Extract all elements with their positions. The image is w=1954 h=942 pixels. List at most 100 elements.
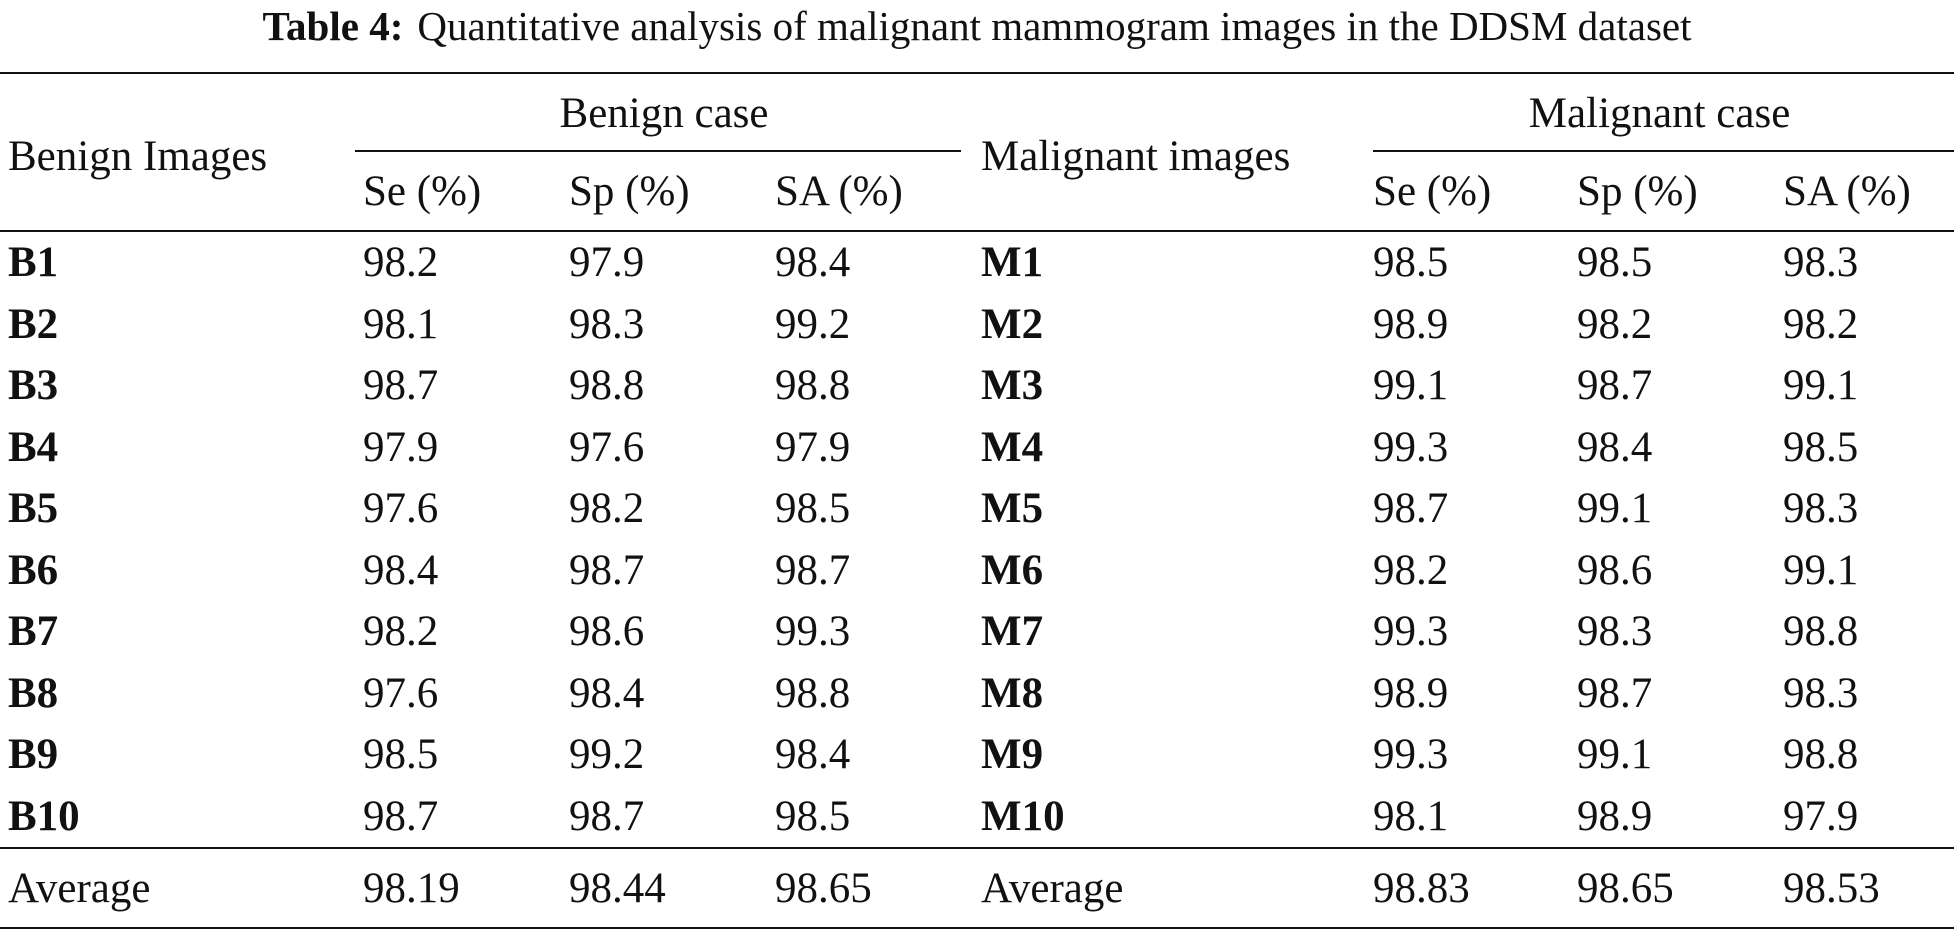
- benign-sa: 99.2: [775, 300, 851, 348]
- benign-sp: 98.7: [569, 546, 645, 594]
- benign-sp: 97.9: [561, 230, 767, 294]
- header-malignant-case: Malignant case: [1365, 72, 1954, 152]
- table-row: B10 98.7 98.7 98.5 M10 98.1 98.9 97.9: [0, 786, 1954, 849]
- malignant-sp: 98.7: [1577, 669, 1653, 717]
- benign-sp: 98.4: [569, 669, 645, 717]
- malignant-image-id: M6: [981, 546, 1044, 594]
- benign-image-id: B1: [0, 230, 355, 294]
- malignant-se: 98.1: [1373, 792, 1449, 840]
- malignant-image-id: M1: [973, 230, 1366, 294]
- benign-image-id: B4: [8, 423, 59, 471]
- average-row: Average 98.19 98.44 98.65 Average 98.83 98.65 9…: [0, 847, 1954, 929]
- average-malignant-se: 98.83: [1365, 847, 1570, 929]
- header-benign-se: Se (%): [363, 167, 482, 215]
- benign-se: 97.9: [363, 423, 439, 471]
- benign-image-id: B8: [8, 669, 59, 717]
- header-benign-sp: Sp (%): [569, 167, 690, 215]
- benign-sp: 98.3: [569, 300, 645, 348]
- malignant-sp: 98.9: [1577, 792, 1653, 840]
- malignant-sa: 98.8: [1783, 731, 1859, 779]
- header-benign-sa: SA (%): [775, 167, 903, 215]
- malignant-image-id: M3: [981, 362, 1044, 410]
- benign-sp: 99.2: [569, 731, 645, 779]
- caption-label: Table 4:: [262, 3, 404, 49]
- malignant-sa: 99.1: [1783, 362, 1859, 410]
- benign-se: 98.2: [355, 230, 561, 294]
- malignant-se: 98.9: [1373, 669, 1449, 717]
- benign-se: 98.1: [363, 300, 439, 348]
- benign-sa: 98.5: [775, 485, 851, 533]
- table-row: B2 98.1 98.3 99.2 M2 98.9 98.2 98.2: [0, 294, 1954, 356]
- table-row: B8 97.6 98.4 98.8 M8 98.9 98.7 98.3: [0, 663, 1954, 725]
- benign-sp: 98.8: [569, 362, 645, 410]
- malignant-sp: 98.5: [1569, 230, 1776, 294]
- benign-image-id: B5: [8, 485, 59, 533]
- benign-se: 98.4: [363, 546, 439, 594]
- benign-se: 98.2: [363, 608, 439, 656]
- malignant-image-id: M2: [981, 300, 1044, 348]
- table-caption: Table 4: Quantitative analysis of maligna…: [0, 0, 1954, 62]
- header-benign-images: Benign Images: [0, 72, 355, 231]
- header-malignant-se: Se (%): [1373, 167, 1492, 215]
- benign-sa: 98.4: [775, 731, 851, 779]
- malignant-image-id: M8: [981, 669, 1044, 717]
- benign-sa: 98.5: [775, 792, 851, 840]
- table-row: B4 97.9 97.6 97.9 M4 99.3 98.4 98.5: [0, 417, 1954, 479]
- malignant-sa: 98.8: [1783, 608, 1859, 656]
- malignant-se: 98.2: [1373, 546, 1449, 594]
- caption-text: Quantitative analysis of malignant mammo…: [417, 3, 1692, 49]
- table-row: B7 98.2 98.6 99.3 M7 99.3 98.3 98.8: [0, 601, 1954, 663]
- malignant-se: 99.1: [1373, 362, 1449, 410]
- benign-sa: 99.3: [775, 608, 851, 656]
- benign-se: 97.6: [363, 485, 439, 533]
- benign-sp: 97.6: [569, 423, 645, 471]
- benign-image-id: B2: [8, 300, 59, 348]
- malignant-se: 99.3: [1373, 423, 1449, 471]
- malignant-sa: 98.3: [1775, 230, 1954, 294]
- benign-se: 98.7: [363, 362, 439, 410]
- header-malignant-sp: Sp (%): [1577, 167, 1698, 215]
- malignant-sa: 99.1: [1783, 546, 1859, 594]
- average-label-benign: Average: [0, 847, 355, 929]
- benign-sa: 98.7: [775, 546, 851, 594]
- benign-se: 97.6: [363, 669, 439, 717]
- header-malignant-sa: SA (%): [1783, 167, 1911, 215]
- malignant-image-id: M5: [981, 485, 1044, 533]
- benign-se: 98.5: [363, 731, 439, 779]
- malignant-image-id: M4: [981, 423, 1044, 471]
- malignant-sa: 98.3: [1783, 485, 1859, 533]
- benign-case-rule: [355, 150, 962, 152]
- average-benign-se: 98.19: [355, 847, 561, 929]
- table-row: B9 98.5 99.2 98.4 M9 99.3 99.1 98.8: [0, 724, 1954, 786]
- malignant-sp: 99.1: [1577, 485, 1653, 533]
- malignant-sa: 98.5: [1783, 423, 1859, 471]
- table-row: B5 97.6 98.2 98.5 M5 98.7 99.1 98.3: [0, 478, 1954, 540]
- malignant-se: 98.5: [1365, 230, 1570, 294]
- malignant-se: 99.3: [1373, 731, 1449, 779]
- average-benign-sa: 98.65: [767, 847, 974, 929]
- header-malignant-case-label: Malignant case: [1528, 89, 1791, 137]
- header-malignant-images: Malignant images: [973, 72, 1366, 231]
- malignant-sp: 98.4: [1577, 423, 1653, 471]
- malignant-sp: 98.2: [1577, 300, 1653, 348]
- table-row: B3 98.7 98.8 98.8 M3 99.1 98.7 99.1: [0, 355, 1954, 417]
- results-table: Benign Images Benign case Malignant imag…: [0, 72, 1954, 929]
- benign-se: 98.7: [363, 792, 439, 840]
- malignant-se: 98.9: [1373, 300, 1449, 348]
- benign-sa: 97.9: [775, 423, 851, 471]
- malignant-image-id: M9: [981, 731, 1044, 779]
- malignant-image-id: M7: [981, 608, 1044, 656]
- benign-image-id: B3: [8, 362, 59, 410]
- malignant-sp: 98.3: [1577, 608, 1653, 656]
- malignant-se: 98.7: [1373, 485, 1449, 533]
- average-malignant-sp: 98.65: [1569, 847, 1776, 929]
- malignant-sa: 97.9: [1783, 792, 1859, 840]
- benign-image-id: B9: [8, 731, 59, 779]
- benign-sp: 98.7: [569, 792, 645, 840]
- malignant-case-rule: [1373, 150, 1954, 152]
- table-row: B6 98.4 98.7 98.7 M6 98.2 98.6 99.1: [0, 540, 1954, 602]
- header-benign-case-label: Benign case: [559, 89, 769, 137]
- average-benign-sp: 98.44: [561, 847, 767, 929]
- benign-sa: 98.4: [767, 230, 974, 294]
- benign-sa: 98.8: [775, 669, 851, 717]
